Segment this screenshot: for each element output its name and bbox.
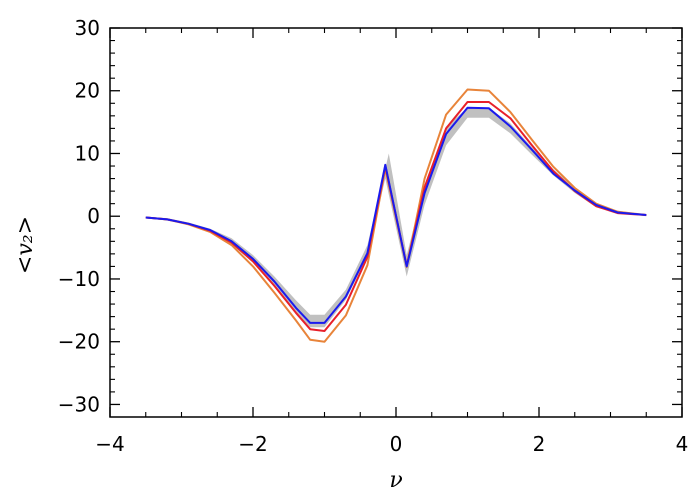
- y-tick-label: 30: [75, 16, 100, 40]
- y-tick-label: −30: [58, 392, 100, 416]
- y-tick-label: 10: [75, 141, 100, 165]
- x-axis-label: ν: [389, 468, 402, 493]
- x-tick-label: −2: [238, 432, 267, 456]
- y-axis-label: <v₂>: [13, 216, 38, 274]
- x-tick-label: −4: [95, 432, 124, 456]
- y-tick-label: −20: [58, 330, 100, 354]
- x-tick-label: 2: [533, 432, 546, 456]
- x-tick-label: 4: [676, 432, 689, 456]
- x-tick-label: 0: [390, 432, 403, 456]
- y-tick-label: −10: [58, 267, 100, 291]
- plot-area: [145, 88, 647, 343]
- y-tick-label: 0: [87, 204, 100, 228]
- y-tick-label: 20: [75, 79, 100, 103]
- series-line-3: [145, 106, 647, 324]
